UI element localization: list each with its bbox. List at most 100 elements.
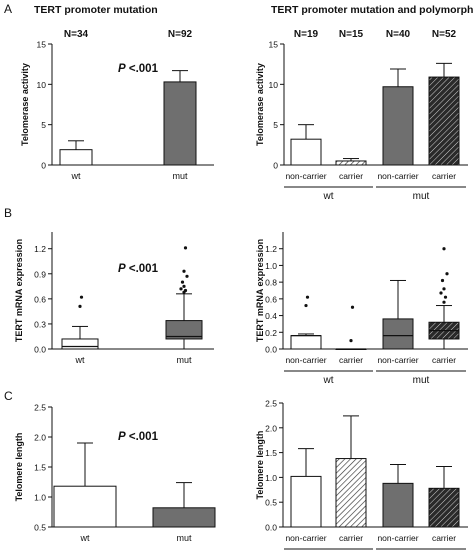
chart-c2: 0.0 0.5 1.0 1.5 2.0 2.5 Telomere length non-car… [255, 399, 468, 554]
x-tick-label: non-carrier [377, 171, 418, 181]
y-axis-label: Telomerase activity [255, 63, 265, 146]
y-tick-label: 1.5 [265, 448, 277, 458]
outlier-point [78, 304, 82, 308]
x-tick-label: carrier [339, 171, 363, 181]
bar-carrier [335, 160, 367, 166]
y-tick-label: 2.0 [34, 433, 46, 443]
y-tick-label: 0.8 [265, 278, 277, 288]
outlier-point [185, 274, 189, 278]
x-tick-label: non-carrier [285, 355, 326, 365]
y-tick-label: 5 [41, 120, 46, 130]
y-tick-label: 1.2 [34, 244, 46, 254]
bar-wt [53, 485, 117, 528]
n-label: N=34 [64, 29, 89, 40]
y-tick-label: 1.5 [34, 463, 46, 473]
y-tick-label: 0.0 [34, 345, 46, 355]
y-tick-label: 1.2 [265, 244, 277, 254]
p-threshold-a: <.001 [126, 63, 159, 75]
y-tick-label: 15 [37, 40, 47, 50]
chart-title-a-right: TERT promoter mutation and polymorphism [271, 4, 474, 16]
p-value-c: P <.001 [118, 431, 159, 443]
x-tick-label: wt [80, 533, 90, 543]
y-tick-label: 0.0 [265, 345, 277, 355]
y-tick-label: 10 [37, 80, 47, 90]
bar-mut [163, 81, 197, 166]
y-tick-label: 2.0 [265, 423, 277, 433]
outlier-point [442, 287, 446, 291]
p-symbol-c: P [118, 431, 126, 443]
y-tick-label: 0.5 [265, 498, 277, 508]
bar-non-carrier [290, 138, 322, 166]
bar-mut [152, 507, 216, 528]
y-axis-label: Telomere length [14, 433, 24, 502]
box-wt [61, 338, 99, 350]
outlier-point [179, 287, 183, 291]
y-tick-label: 0.3 [34, 319, 46, 329]
p-threshold-b: <.001 [126, 263, 159, 275]
chart-title-a-left: TERT promoter mutation [34, 4, 158, 16]
outlier-point [79, 295, 84, 299]
outlier-point [305, 295, 310, 299]
y-tick-label: 2.5 [265, 399, 277, 409]
y-axis-label: TERT mRNA expression [14, 239, 24, 342]
x-tick-label: wt [75, 355, 85, 365]
outlier-point [350, 305, 355, 309]
p-value-a: P <.001 [118, 63, 159, 75]
p-value-b: P <.001 [118, 263, 159, 275]
n-label: N=52 [432, 29, 457, 40]
chart-c1: 0.5 1.0 1.5 2.0 2.5 Telomere length wt mut [14, 403, 216, 543]
outlier-point [445, 272, 449, 276]
panel-letter-a: A [4, 2, 12, 16]
bar-non-carrier [290, 475, 322, 528]
y-axis-label: TERT mRNA expression [255, 239, 265, 342]
x-tick-label: carrier [339, 533, 363, 543]
p-threshold-c: <.001 [126, 431, 159, 443]
bar-carrier [428, 487, 460, 528]
box-mut [165, 320, 203, 340]
y-tick-label: 0.9 [34, 269, 46, 279]
chart-a2: 0 5 10 15 Telomerase activity non-carrier N=19… [255, 29, 468, 202]
plot-layer: 0 5 10 15 Telomerase activity wt N=34 mut N=92 0 5… [14, 29, 468, 554]
panel-letter-b: B [4, 206, 12, 220]
y-tick-label: 2.5 [34, 403, 46, 413]
n-label: N=15 [339, 29, 364, 40]
y-tick-label: 1.0 [265, 473, 277, 483]
y-tick-label: 0.0 [265, 523, 277, 533]
x-tick-label: carrier [432, 355, 456, 365]
outlier-point [443, 295, 448, 299]
y-tick-label: 0.6 [265, 294, 277, 304]
y-axis-label: Telomere length [255, 431, 265, 500]
p-symbol-b: P [118, 263, 126, 275]
n-label: N=19 [294, 29, 319, 40]
outlier-point [440, 278, 445, 283]
panel-letter-c: C [4, 389, 13, 403]
outlier-point [439, 291, 443, 295]
group-label: mut [413, 375, 430, 386]
box-non-carrier [382, 318, 414, 350]
outlier-point [182, 284, 186, 288]
bar-carrier [335, 458, 367, 528]
x-tick-label: non-carrier [285, 171, 326, 181]
bar-non-carrier [382, 86, 414, 166]
y-tick-label: 15 [269, 40, 279, 50]
bar-carrier [428, 76, 460, 166]
group-label: wt [323, 375, 334, 386]
chart-b1: 0.0 0.3 0.6 0.9 1.2 TERT mRNA expression wt mut [14, 232, 214, 365]
y-tick-label: 1.0 [265, 261, 277, 271]
y-tick-label: 1.0 [34, 493, 46, 503]
outlier-point [442, 300, 446, 304]
x-tick-label: carrier [432, 533, 456, 543]
x-tick-label: mut [176, 355, 192, 365]
n-label: N=92 [168, 29, 193, 40]
outlier-point [349, 339, 353, 343]
x-tick-label: carrier [339, 355, 363, 365]
x-tick-label: non-carrier [377, 355, 418, 365]
x-tick-label: non-carrier [285, 533, 326, 543]
outlier-point [183, 246, 188, 250]
x-tick-label: carrier [432, 171, 456, 181]
p-symbol-a: P [118, 63, 126, 75]
y-tick-label: 5 [273, 120, 278, 130]
x-tick-label: mut [172, 171, 188, 181]
group-label: wt [323, 191, 334, 202]
